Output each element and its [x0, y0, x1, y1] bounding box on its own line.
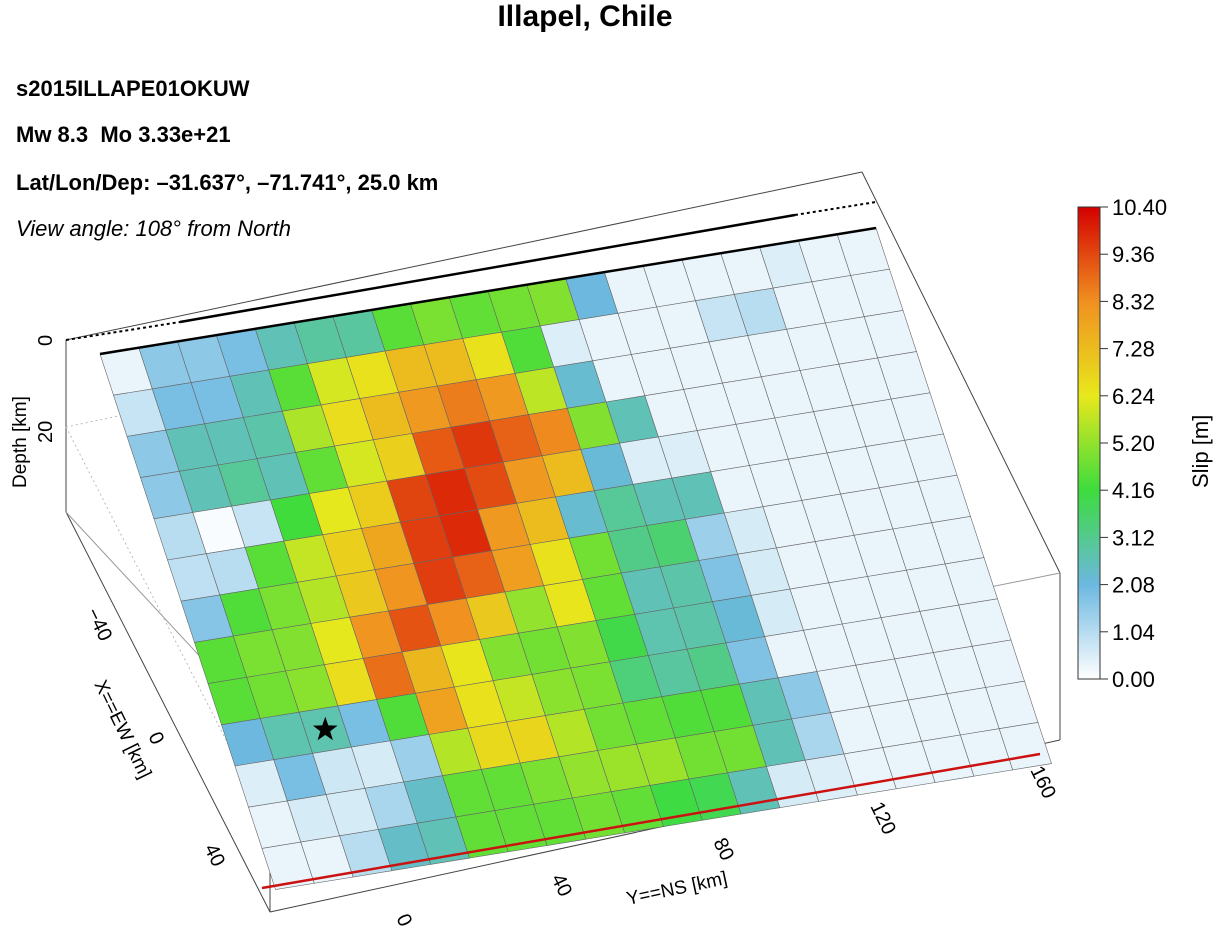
colorbar-tick-label: 1.04: [1112, 620, 1155, 645]
slip-grid: [99, 227, 1052, 890]
colorbar-tick-label: 9.36: [1112, 242, 1155, 267]
ns-tick-label: 160: [1026, 763, 1060, 803]
depth-tick-label: 0: [35, 335, 57, 346]
ns-axis-label: Y==NS [km]: [625, 868, 730, 910]
colorbar-ticks: 10.40 9.36 8.32 7.28 6.24 5.20 4.16 3.12 2.08 1.0…: [1100, 195, 1167, 692]
hypocenter-star-icon: [312, 716, 338, 741]
colorbar-tick-label: 2.08: [1112, 573, 1155, 598]
ew-tick-label: 40: [200, 841, 230, 871]
colorbar-tick-label: 4.16: [1112, 478, 1155, 503]
colorbar-tick-label: 6.24: [1112, 384, 1155, 409]
depth-axis-label: Depth [km]: [10, 396, 31, 488]
fault-trace-line: [261, 752, 1041, 890]
ew-tick-label: 0: [144, 729, 169, 749]
colorbar-tick-label: 5.20: [1112, 431, 1155, 456]
colorbar-tick-label: 10.40: [1112, 195, 1167, 220]
colorbar-tick-label: 3.12: [1112, 525, 1155, 550]
chart-title: Illapel, Chile: [497, 0, 672, 33]
ew-tick-label: −40: [82, 605, 117, 645]
ns-tick-label: 80: [709, 835, 739, 865]
view-angle-label: View angle: 108° from North: [16, 216, 291, 241]
depth-axis: Depth [km] 0 20: [10, 335, 57, 488]
ns-tick-label: 40: [547, 871, 577, 901]
ew-axis-label: X==EW [km]: [90, 677, 156, 782]
fault-top-edge: [65, 201, 877, 356]
ns-tick-label: 120: [866, 799, 900, 839]
colorbar: 10.40 9.36 8.32 7.28 6.24 5.20 4.16 3.12 2.08 1.0…: [1077, 195, 1213, 692]
colorbar-gradient: [1077, 206, 1101, 680]
magnitude-label: Mw 8.3 Mo 3.33e+21: [16, 122, 231, 147]
depth-tick-label: 20: [35, 421, 57, 443]
colorbar-tick-label: 8.32: [1112, 289, 1155, 314]
location-label: Lat/Lon/Dep: –31.637°, –71.741°, 25.0 km: [16, 170, 438, 195]
ns-tick-label: 0: [392, 911, 417, 930]
event-id-label: s2015ILLAPE01OKUW: [16, 76, 250, 101]
colorbar-tick-label: 7.28: [1112, 337, 1155, 362]
colorbar-label: Slip [m]: [1188, 415, 1213, 488]
colorbar-tick-label: 0.00: [1112, 667, 1155, 692]
